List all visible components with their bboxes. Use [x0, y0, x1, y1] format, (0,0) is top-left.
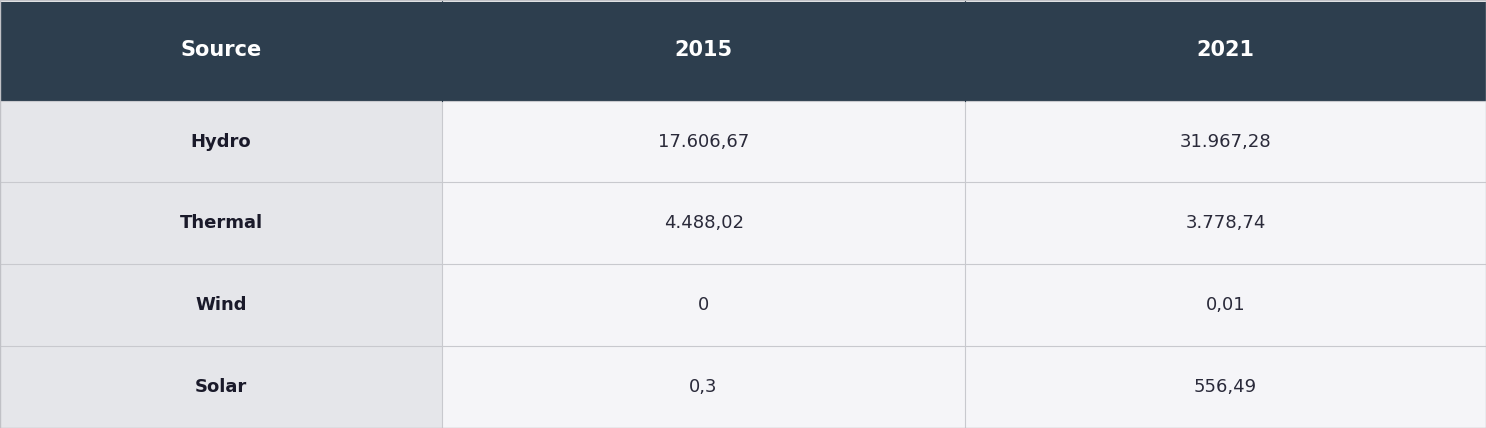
- Text: 17.606,67: 17.606,67: [658, 133, 749, 151]
- Bar: [0, 264, 443, 346]
- Bar: [443, 346, 966, 428]
- Text: 0,3: 0,3: [690, 378, 718, 396]
- Bar: [966, 264, 1486, 346]
- Text: Thermal: Thermal: [180, 214, 263, 232]
- Text: 31.967,28: 31.967,28: [1180, 133, 1272, 151]
- Bar: [966, 346, 1486, 428]
- Bar: [443, 0, 966, 101]
- Text: Hydro: Hydro: [190, 133, 251, 151]
- Bar: [966, 0, 1486, 101]
- Text: 556,49: 556,49: [1195, 378, 1257, 396]
- Bar: [0, 0, 443, 101]
- Bar: [443, 182, 966, 265]
- Text: Solar: Solar: [195, 378, 247, 396]
- Bar: [966, 182, 1486, 265]
- Bar: [0, 101, 443, 182]
- Text: 4.488,02: 4.488,02: [664, 214, 743, 232]
- Text: 0,01: 0,01: [1205, 296, 1245, 314]
- Text: Wind: Wind: [195, 296, 247, 314]
- Text: Source: Source: [180, 40, 262, 60]
- Bar: [0, 182, 443, 265]
- Bar: [966, 101, 1486, 182]
- Bar: [0, 346, 443, 428]
- Text: 2015: 2015: [675, 40, 733, 60]
- Text: 3.778,74: 3.778,74: [1186, 214, 1266, 232]
- Bar: [443, 101, 966, 182]
- Text: 0: 0: [698, 296, 709, 314]
- Text: 2021: 2021: [1196, 40, 1254, 60]
- Bar: [443, 264, 966, 346]
